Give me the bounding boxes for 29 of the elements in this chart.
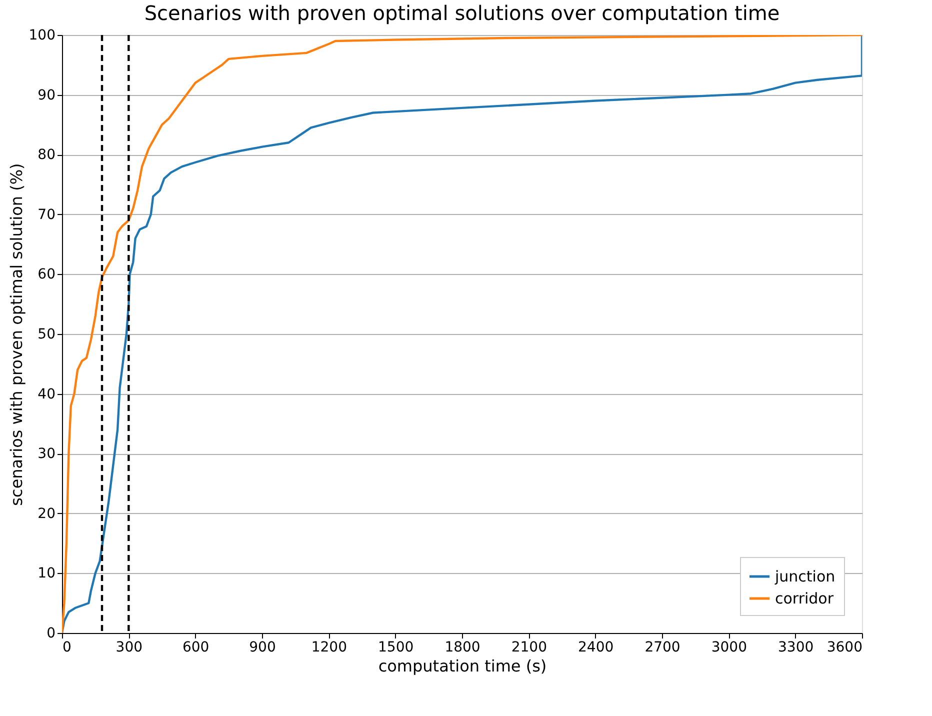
x-tick-label: 2700 [644,640,680,656]
x-tick-label: 300 [116,640,143,656]
y-tick-label: 100 [28,28,56,44]
x-tick-label: 600 [182,640,210,656]
x-tick-label: 2400 [578,640,614,656]
x-tick-label: 1200 [311,640,347,656]
x-tick-label: 3000 [711,640,747,656]
x-tick-label: 1800 [444,640,480,656]
y-tick-label: 40 [38,386,56,402]
chart-title: Scenarios with proven optimal solutions over computation time [144,1,780,25]
y-tick-label: 30 [38,446,56,462]
x-tick-label: 0 [62,640,72,656]
x-tick-label: 3600 [826,640,862,656]
y-tick-label: 50 [38,326,56,342]
y-tick-label: 20 [38,506,56,522]
y-tick-label: 0 [46,626,56,642]
x-tick-label: 900 [249,640,276,656]
y-tick-label: 60 [38,266,56,283]
x-tick-label: 1500 [378,640,414,656]
y-tick-label: 70 [38,206,56,223]
legend-label: junction [774,568,836,586]
y-tick-label: 80 [38,147,56,164]
x-tick-label: 2100 [511,640,547,656]
y-axis-title: scenarios with proven optimal solution (%) [6,163,26,506]
y-tick-label: 10 [38,566,56,582]
x-tick-label: 3300 [778,640,814,656]
y-tick-label: 90 [38,87,56,104]
legend-label: corridor [775,590,834,608]
x-axis-title: computation time (s) [378,656,547,676]
